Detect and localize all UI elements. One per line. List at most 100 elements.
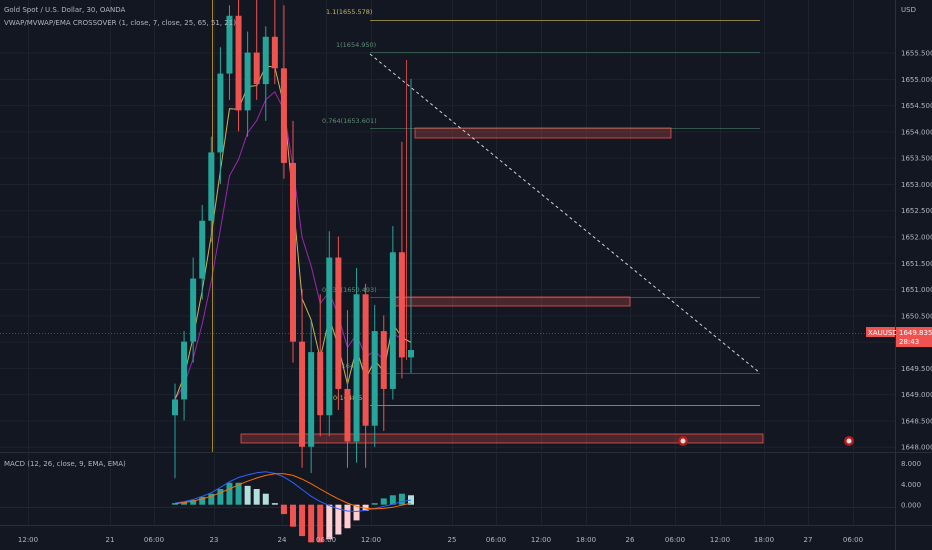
fib-label-0.764: 0.764(1653.601) (322, 117, 377, 125)
event-flag-icon[interactable] (844, 436, 854, 446)
supply-zone[interactable] (414, 127, 672, 139)
lower-zone[interactable] (240, 433, 764, 444)
fib-label-1: 1(1654.950) (336, 41, 376, 49)
time-tick-label: 23 (210, 536, 219, 544)
candle-body (362, 294, 369, 426)
price-pane[interactable] (0, 0, 895, 452)
price-tick-label: 1654.500 (901, 102, 932, 110)
candle-body (226, 15, 233, 74)
price-tick-label: 1651.000 (901, 286, 932, 294)
time-tick-label: 24 (278, 536, 287, 544)
macd-tick-label: 4.000 (901, 481, 921, 489)
price-tick-label: 1651.500 (901, 260, 932, 268)
time-tick-label: 12:00 (531, 536, 551, 544)
candle-body (326, 257, 333, 416)
macd-bar (235, 482, 242, 505)
macd-bar (290, 504, 296, 527)
macd-bar (181, 501, 188, 505)
time-tick-label: 06:00 (316, 536, 336, 544)
price-tick-label: 1655.000 (901, 76, 932, 84)
candle-body (380, 331, 387, 389)
candle-body (199, 220, 206, 279)
macd-bar (371, 503, 378, 505)
macd-tick-label: 0.000 (901, 502, 921, 510)
candle-body (244, 52, 251, 111)
macd-bar (353, 504, 360, 521)
bar-countdown: 28:43 (899, 338, 919, 346)
price-tick-label: 1650.500 (901, 312, 932, 320)
macd-bar (271, 503, 278, 505)
macd-bar (280, 504, 287, 515)
macd-pane[interactable] (0, 453, 895, 525)
price-tick-label: 1649.000 (901, 391, 932, 399)
candle-body (299, 341, 306, 447)
macd-bar (299, 504, 306, 537)
price-tick-label: 1653.500 (901, 155, 932, 163)
price-axis-currency: USD (901, 6, 916, 14)
time-tick-label: 18:00 (576, 536, 596, 544)
macd-bar (389, 495, 396, 505)
time-tick-label: 12:00 (710, 536, 730, 544)
time-tick-label: 21 (106, 536, 115, 544)
symbol-tag-bg (866, 327, 895, 337)
fib-retracement[interactable]: 1.1(1655.578) 1(1654.950) 0.764(1653.601… (322, 8, 760, 406)
price-axis[interactable]: 1655.500 1655.000 1654.500 1654.000 1653.500… (901, 50, 932, 452)
candle-body (271, 36, 278, 69)
vertical-grid (28, 0, 854, 525)
demand-zone[interactable] (392, 296, 631, 307)
price-tick-label: 1648.000 (901, 444, 932, 452)
candle-body (389, 252, 396, 389)
candle-body (217, 73, 224, 153)
price-tick-label: 1655.500 (901, 50, 932, 58)
current-price-label: XAUUSD 1649.835 28:43 (866, 327, 932, 347)
price-tag-bg (896, 327, 932, 347)
fib-label-0.236: 0.236(1650.493) (322, 286, 377, 294)
macd-bar (317, 504, 324, 543)
indicator-legend[interactable]: VWAP/MVWAP/EMA CROSSOVER (1, close, 7, c… (4, 19, 236, 27)
candle-body (344, 388, 351, 442)
price-tick-label: 1654.000 (901, 128, 932, 136)
candle-body (353, 294, 360, 442)
price-tick-label: 1648.500 (901, 417, 932, 425)
macd-bar (244, 485, 251, 505)
signal-line (174, 473, 412, 510)
macd-bar (262, 493, 269, 505)
candle-body (172, 399, 178, 416)
symbol-tag: XAUUSD (868, 329, 898, 337)
chart-title[interactable]: Gold Spot / U.S. Dollar, 30, OANDA (4, 6, 126, 14)
time-tick-label: 06:00 (843, 536, 863, 544)
macd-bar (208, 493, 215, 505)
horizontal-grid (0, 52, 895, 448)
macd-legend[interactable]: MACD (12, 26, close, 9, EMA, EMA) (4, 460, 126, 468)
candle-body (181, 341, 188, 400)
price-tick-label: 1653.000 (901, 181, 932, 189)
fib-label-0: 0(1649.7) (335, 362, 367, 370)
fib-label-1.1: 1.1(1655.578) (326, 8, 372, 16)
macd-bar (172, 503, 178, 505)
time-tick-label: 25 (448, 536, 457, 544)
macd-bar (253, 489, 260, 505)
macd-bar (344, 504, 351, 529)
time-axis[interactable]: 12:00 21 06:00 23 24 06:00 12:00 25 06:00 12:00 18… (18, 536, 863, 544)
price-tick-label: 1652.000 (901, 234, 932, 242)
time-tick-label: 12:00 (361, 536, 381, 544)
candle-body (235, 15, 242, 111)
macd-bar (190, 499, 197, 505)
event-flag-icon[interactable] (678, 436, 688, 446)
candle-body (398, 252, 405, 358)
candle-body (408, 350, 414, 358)
macd-bar (217, 489, 224, 505)
macd-bar (380, 498, 387, 505)
time-tick-label: 06:00 (665, 536, 685, 544)
macd-bar (308, 504, 315, 543)
candle-body (190, 278, 197, 342)
time-tick-label: 26 (626, 536, 635, 544)
candle-body (280, 68, 287, 163)
macd-bar (226, 482, 233, 505)
macd-axis[interactable]: 8.000 4.000 0.000 (901, 460, 921, 510)
current-price-value: 1649.835 (899, 329, 932, 337)
candlestick-series[interactable] (172, 0, 414, 479)
time-tick-label: 12:00 (18, 536, 38, 544)
macd-tick-label: 8.000 (901, 460, 921, 468)
